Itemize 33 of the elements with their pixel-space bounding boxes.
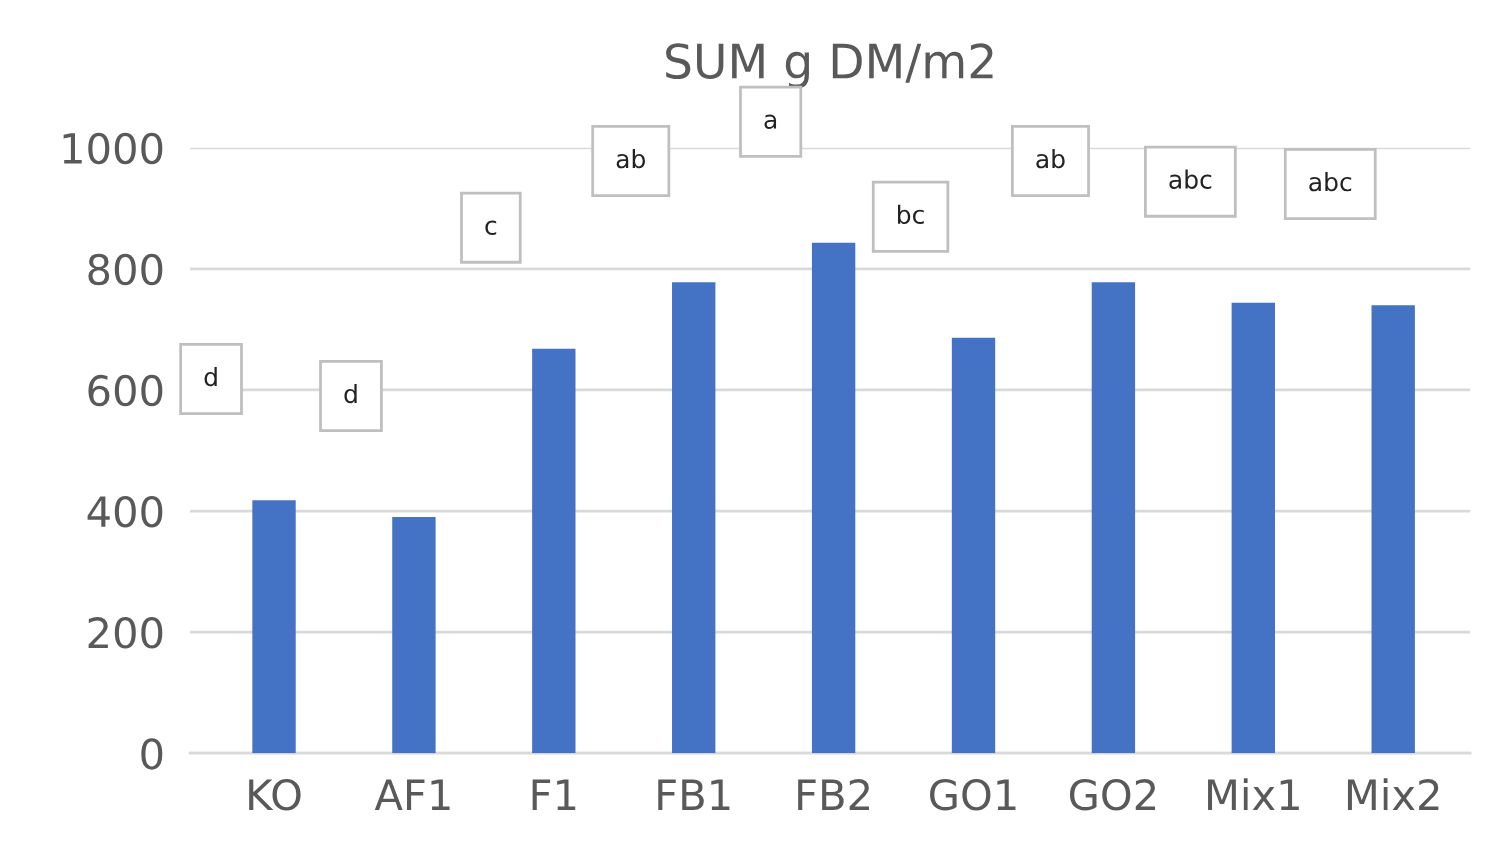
x-tick-label: Mix2 [1347, 778, 1439, 810]
bar [1371, 305, 1415, 754]
bar [1231, 302, 1275, 754]
x-tick-label: FB2 [798, 778, 869, 810]
y-tick-label: 800 [88, 253, 163, 286]
text: a [764, 114, 777, 129]
annotation: ab [1036, 148, 1065, 169]
annotation: d [204, 366, 217, 387]
y-tick-label: 1000 [63, 132, 163, 165]
annotation: d [344, 383, 357, 404]
bar [672, 282, 716, 754]
annotation: bc [898, 204, 924, 225]
bar [951, 337, 996, 754]
bar [811, 242, 856, 754]
bar [532, 348, 576, 754]
x-tick-label: FB1 [658, 779, 730, 810]
x-tick-label: AF1 [374, 779, 450, 810]
y-tick-label: 200 [88, 617, 163, 649]
x-tick-label: GO1 [930, 778, 1016, 811]
annotation: ab [616, 148, 645, 169]
annotation: c [485, 220, 497, 235]
x-tick-label: F1 [532, 779, 576, 810]
annotation: abc [1309, 171, 1352, 192]
bar [392, 517, 436, 754]
y-tick-label: 0 [141, 738, 163, 770]
annotation: abc [1169, 169, 1212, 189]
x-tick-label: GO2 [1069, 778, 1156, 811]
y-tick-label: 600 [88, 374, 163, 407]
bar [252, 500, 296, 754]
x-tick-label: KO [249, 778, 301, 811]
y-tick-label: 400 [87, 495, 163, 528]
x-tick-label: Mix1 [1208, 778, 1299, 810]
bar [1091, 282, 1136, 754]
